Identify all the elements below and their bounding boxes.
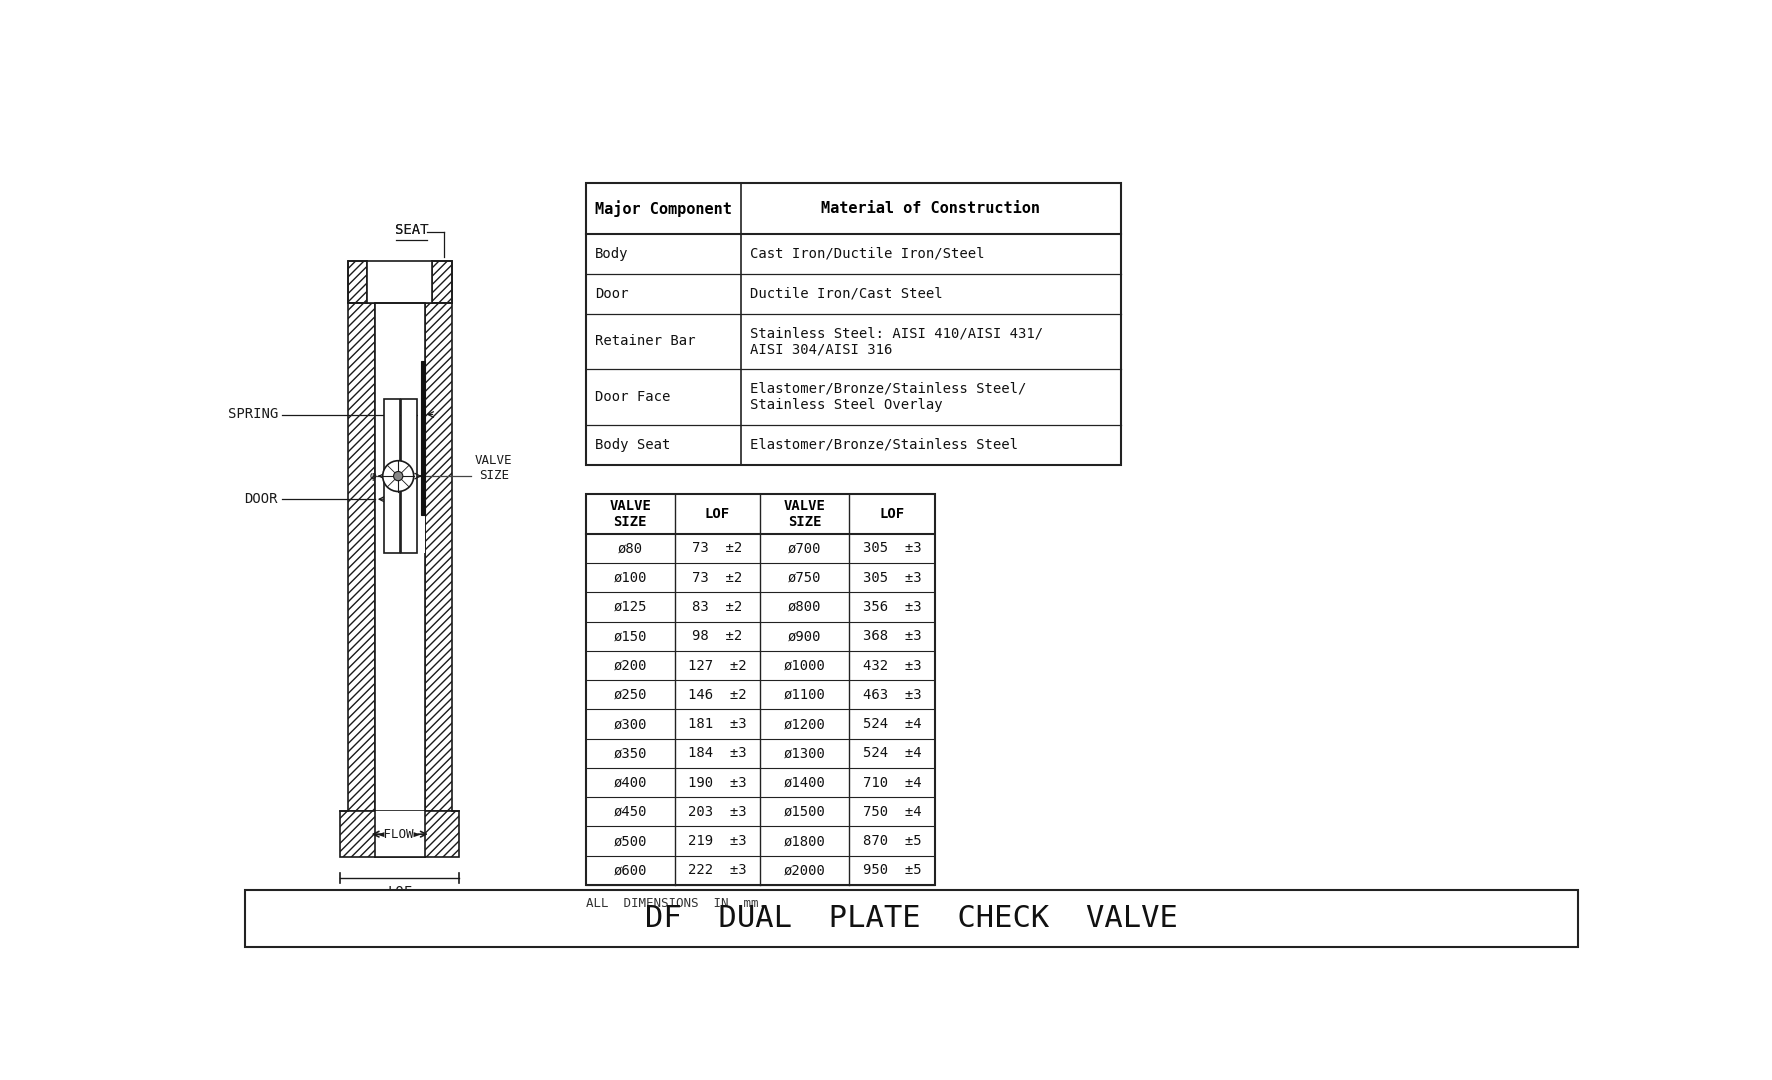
Text: ø500: ø500 [613, 834, 647, 848]
Text: 222  ±3: 222 ±3 [688, 863, 746, 877]
Text: 463  ±3: 463 ±3 [863, 688, 921, 702]
Text: ø800: ø800 [789, 600, 822, 615]
Bar [432, 260, 452, 302]
Text: Retainer Bar: Retainer Bar [595, 335, 696, 349]
Text: Elastomer/Bronze/Stainless Steel/
Stainless Steel Overlay: Elastomer/Bronze/Stainless Steel/ Stainl… [750, 381, 1026, 411]
Text: ø700: ø700 [789, 541, 822, 555]
Text: ø150: ø150 [613, 630, 647, 644]
Text: VALVE
SIZE: VALVE SIZE [610, 499, 652, 529]
Text: ø1000: ø1000 [783, 659, 826, 673]
Text: 356  ±3: 356 ±3 [863, 600, 921, 615]
Text: 870  ±5: 870 ±5 [863, 834, 921, 848]
Text: 184  ±3: 184 ±3 [688, 746, 746, 760]
Text: ø2000: ø2000 [783, 863, 826, 877]
Text: SEAT: SEAT [395, 224, 429, 238]
Text: φ: φ [370, 471, 377, 481]
Text: ø1100: ø1100 [783, 688, 826, 702]
Text: LOF: LOF [388, 885, 413, 899]
Text: SPRING: SPRING [229, 407, 278, 421]
Bar [587, 494, 934, 885]
Text: Door: Door [595, 286, 629, 300]
Text: 127  ±2: 127 ±2 [688, 659, 746, 673]
Bar [422, 361, 425, 514]
Bar [245, 890, 1577, 947]
Bar [367, 260, 432, 302]
Text: VALVE
SIZE: VALVE SIZE [783, 499, 826, 529]
Text: ø200: ø200 [613, 659, 647, 673]
Text: 98  ±2: 98 ±2 [693, 630, 742, 644]
Bar [340, 811, 459, 858]
Text: Body Seat: Body Seat [595, 437, 670, 451]
Bar [400, 400, 416, 553]
Text: ø125: ø125 [613, 600, 647, 615]
Text: ø350: ø350 [613, 746, 647, 760]
Text: ø1300: ø1300 [783, 746, 826, 760]
Text: 219  ±3: 219 ±3 [688, 834, 746, 848]
Text: ø1500: ø1500 [783, 805, 826, 819]
Text: 146  ±2: 146 ±2 [688, 688, 746, 702]
Text: ø400: ø400 [613, 775, 647, 789]
Text: 950  ±5: 950 ±5 [863, 863, 921, 877]
Circle shape [383, 461, 413, 491]
Text: ø1800: ø1800 [783, 834, 826, 848]
Text: ALL  DIMENSIONS  IN  mm.: ALL DIMENSIONS IN mm. [587, 897, 766, 910]
Text: ø300: ø300 [613, 717, 647, 731]
Text: 73  ±2: 73 ±2 [693, 570, 742, 584]
Bar [587, 184, 1120, 464]
Text: Body: Body [595, 246, 629, 260]
Bar [347, 260, 452, 302]
Text: 305  ±3: 305 ±3 [863, 541, 921, 555]
Text: Door Face: Door Face [595, 390, 670, 404]
Text: LOF: LOF [705, 507, 730, 521]
Text: ø900: ø900 [789, 630, 822, 644]
Text: ø100: ø100 [613, 570, 647, 584]
Bar [418, 400, 425, 553]
Text: Elastomer/Bronze/Stainless Steel: Elastomer/Bronze/Stainless Steel [750, 437, 1019, 451]
Text: 750  ±4: 750 ±4 [863, 805, 921, 819]
Text: Major Component: Major Component [595, 200, 732, 217]
Bar [425, 302, 452, 811]
Text: 710  ±4: 710 ±4 [863, 775, 921, 789]
Text: ø1400: ø1400 [783, 775, 826, 789]
Bar [376, 811, 425, 858]
Text: ø750: ø750 [789, 570, 822, 584]
Text: LOF: LOF [879, 507, 904, 521]
Text: Stainless Steel: AISI 410/AISI 431/
AISI 304/AISI 316: Stainless Steel: AISI 410/AISI 431/ AISI… [750, 326, 1044, 356]
Circle shape [393, 472, 402, 481]
Text: 432  ±3: 432 ±3 [863, 659, 921, 673]
Bar [376, 302, 425, 811]
Text: SEAT: SEAT [395, 224, 429, 238]
Text: ø250: ø250 [613, 688, 647, 702]
Text: ø1200: ø1200 [783, 717, 826, 731]
Text: DF  DUAL  PLATE  CHECK  VALVE: DF DUAL PLATE CHECK VALVE [645, 904, 1178, 933]
Text: Material of Construction: Material of Construction [820, 201, 1040, 216]
Text: 368  ±3: 368 ±3 [863, 630, 921, 644]
Text: Ductile Iron/Cast Steel: Ductile Iron/Cast Steel [750, 286, 943, 300]
Text: 524  ±4: 524 ±4 [863, 746, 921, 760]
Text: 83  ±2: 83 ±2 [693, 600, 742, 615]
Text: DOOR: DOOR [245, 492, 278, 507]
Text: ø450: ø450 [613, 805, 647, 819]
Text: Cast Iron/Ductile Iron/Steel: Cast Iron/Ductile Iron/Steel [750, 246, 985, 260]
Text: 305  ±3: 305 ±3 [863, 570, 921, 584]
Text: VALVE
SIZE: VALVE SIZE [475, 455, 512, 483]
Text: 190  ±3: 190 ±3 [688, 775, 746, 789]
Text: ◄FLOW►: ◄FLOW► [377, 827, 422, 840]
Text: 73  ±2: 73 ±2 [693, 541, 742, 555]
Bar [347, 260, 367, 302]
Bar [347, 302, 376, 811]
Text: ø600: ø600 [613, 863, 647, 877]
Text: 524  ±4: 524 ±4 [863, 717, 921, 731]
Text: 181  ±3: 181 ±3 [688, 717, 746, 731]
Bar [385, 400, 400, 553]
Text: 203  ±3: 203 ±3 [688, 805, 746, 819]
Text: ø80: ø80 [618, 541, 643, 555]
